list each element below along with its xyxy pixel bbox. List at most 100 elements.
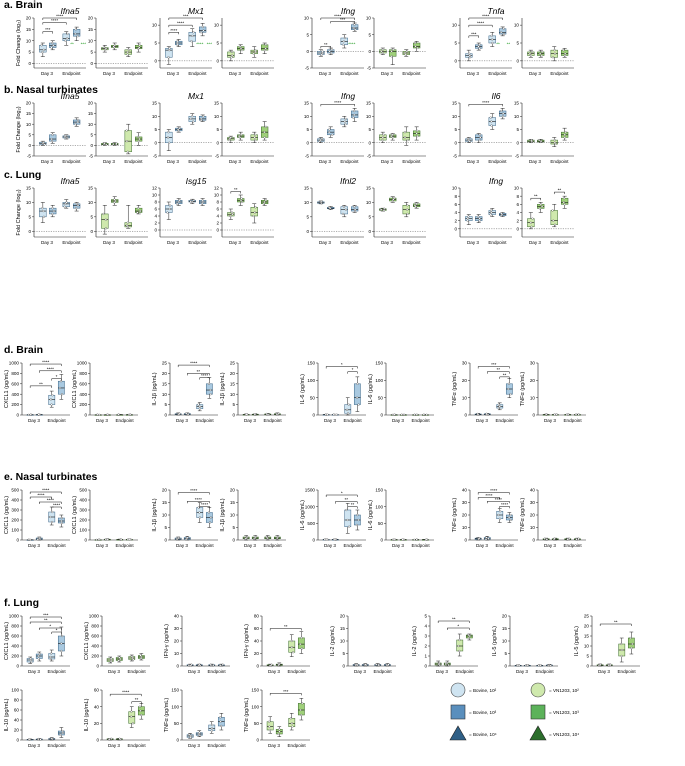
sig-bracket: **** (200, 373, 210, 380)
box-3 (199, 115, 206, 122)
y-axis-label: TNFα (pg/mL) (244, 698, 250, 733)
data-point (176, 42, 178, 44)
y-tick-label: 2 (424, 644, 427, 649)
data-point (621, 649, 623, 651)
box-3 (58, 374, 64, 399)
y-tick-label: 20 (26, 16, 32, 21)
y-tick-label: 0 (154, 228, 157, 233)
data-point (541, 205, 543, 207)
y-tick-label: 20 (14, 728, 20, 733)
data-point (105, 48, 107, 50)
y-tick-label: 5 (306, 32, 309, 37)
box-2 (125, 48, 132, 57)
data-point (40, 739, 42, 741)
panel-0-3: 0510Day 3 Endpoint (214, 18, 274, 76)
data-point (479, 218, 481, 220)
box-0 (527, 50, 534, 57)
legend-item: = VN1203, 10² (531, 683, 579, 697)
x-category-label: Endpoint (124, 240, 143, 245)
panel-4-7: TNFα (pg/mL)010203040Day 3 Endpoint (520, 488, 586, 548)
data-point (498, 404, 500, 406)
box-1 (49, 205, 56, 217)
sig-stars: **** (201, 502, 208, 507)
box-1 (111, 43, 118, 50)
data-point (241, 198, 243, 200)
data-point (348, 526, 350, 528)
box-0 (391, 539, 397, 541)
panel-2-5: 051015Day 3 Endpoint (366, 186, 426, 245)
box-iqr (63, 34, 70, 41)
box-0 (27, 539, 33, 541)
sig-bracket: * (348, 367, 358, 374)
box-2 (251, 204, 258, 223)
box-iqr (628, 638, 634, 648)
data-point (277, 733, 279, 735)
data-point (391, 55, 393, 57)
sig-stars: **** (51, 18, 58, 23)
sig-stars: * (341, 362, 343, 367)
data-point (191, 35, 193, 37)
box-3 (218, 713, 224, 730)
x-category-label: Day 3 (529, 159, 541, 164)
data-point (468, 637, 470, 639)
data-point (264, 137, 266, 139)
data-point (169, 208, 171, 210)
panel-1-6: Il6-5051015Day 3 Endpoint**** (452, 91, 512, 164)
panel-title: Ifng (489, 176, 503, 186)
panel-title: Ifna5 (61, 91, 80, 101)
data-point (231, 212, 233, 214)
data-point (168, 49, 170, 51)
y-tick-label: 10 (26, 38, 32, 43)
data-point (128, 49, 130, 51)
data-point (394, 539, 396, 541)
panel-0-4: Ifng-50510Day 3 Endpoint************* (304, 6, 364, 76)
data-point (321, 138, 323, 140)
data-point (191, 115, 193, 117)
box-2 (289, 635, 295, 657)
panel-2-3: 0 2 4 6 8 10 12 Day 3 Endpoint ** (214, 186, 274, 245)
green-sig-mark: ** (507, 42, 511, 47)
x-category-label: Day 3 (244, 418, 256, 423)
y-axis-label: TNFα (pg/mL) (452, 372, 458, 407)
data-point (459, 639, 461, 641)
data-point (231, 51, 233, 53)
y-tick-label: 200 (11, 518, 19, 523)
sig-bracket: ** (231, 187, 241, 194)
y-tick-label: 15 (88, 111, 94, 116)
data-point (345, 118, 347, 120)
data-point (478, 46, 480, 48)
y-tick-label: 0 (216, 140, 219, 145)
data-point (500, 110, 502, 112)
box-1 (237, 45, 244, 54)
data-point (51, 521, 53, 523)
box-2 (117, 539, 123, 541)
data-point (126, 140, 128, 142)
panel-1-0: Ifna5Fold Change (log₂)-505101520Day 3 En… (16, 91, 86, 164)
y-tick-label: 800 (11, 624, 19, 629)
y-tick-label: 5 (232, 525, 235, 530)
x-category-label: Endpoint (263, 543, 282, 548)
box-3 (58, 627, 64, 656)
box-2 (565, 414, 571, 416)
data-point (575, 414, 577, 416)
y-tick-label: 8 (216, 200, 219, 205)
box-iqr (345, 510, 351, 527)
y-axis-label: CXCL1 (pg/mL) (84, 622, 90, 660)
data-point (380, 209, 382, 211)
data-point (426, 539, 428, 541)
data-point (565, 131, 567, 133)
data-point (59, 387, 61, 389)
sig-bracket: * (52, 374, 62, 381)
data-point (328, 129, 330, 131)
y-tick-label: 400 (91, 644, 99, 649)
data-point (138, 140, 140, 142)
box-3 (422, 539, 428, 541)
y-tick-label: 6 (454, 202, 457, 207)
panel-4-3: IL-1β (pg/mL)05101520Day 3 Endpoint (220, 488, 286, 548)
x-category-label: Day 3 (188, 669, 200, 674)
data-point (380, 50, 382, 52)
data-point (139, 210, 141, 212)
panel-title: Ifna5 (61, 176, 80, 186)
y-tick-label: 15 (584, 634, 590, 639)
sig-bracket: **** (500, 502, 510, 509)
